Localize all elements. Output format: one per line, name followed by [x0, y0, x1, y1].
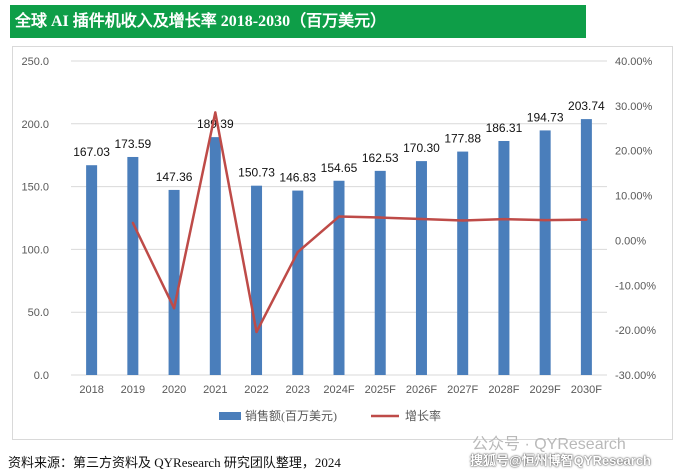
- bar: [292, 190, 304, 375]
- x-axis-tick: 2023: [286, 384, 310, 396]
- left-axis-tick: 250.0: [21, 56, 49, 68]
- bar: [415, 161, 427, 375]
- x-axis-tick: 2026F: [406, 384, 437, 396]
- growth-rate-point: [337, 215, 341, 218]
- bar-data-label: 186.31: [486, 121, 523, 135]
- bar: [251, 185, 263, 375]
- growth-rate-point: [255, 330, 258, 334]
- left-axis-tick: 100.0: [21, 244, 49, 256]
- growth-rate-line: [131, 111, 587, 334]
- x-axis-tick: 2025F: [365, 384, 396, 396]
- bar: [457, 151, 469, 375]
- right-axis-tick: 0.00%: [615, 235, 646, 247]
- growth-rate-point: [214, 111, 217, 114]
- bar: [580, 119, 592, 375]
- right-axis-tick: 10.00%: [615, 191, 653, 203]
- x-axis-tick: 2021: [203, 384, 227, 396]
- bar-data-label: 177.88: [444, 132, 481, 146]
- legend-label-line: 增长率: [405, 408, 441, 423]
- x-axis-tick: 2029F: [530, 384, 561, 396]
- bar-data-label: 147.36: [156, 170, 193, 184]
- right-axis-tick: 20.00%: [615, 146, 653, 158]
- growth-rate-point: [172, 307, 176, 310]
- bar: [333, 180, 345, 375]
- growth-rate-point: [461, 219, 464, 222]
- bar-data-label: 150.73: [238, 166, 275, 180]
- bar: [86, 165, 98, 375]
- x-axis-tick: 2024F: [323, 384, 354, 396]
- chart-area: 0.0 50.0 100.0 150.0 200.0 250.0 -30.00% -20.00…: [12, 46, 673, 440]
- growth-rate-point: [296, 250, 299, 254]
- x-axis-tick: 2030F: [571, 384, 602, 396]
- bar: [168, 189, 180, 375]
- bar-data-label: 162.53: [362, 151, 399, 165]
- right-axis-tick: 40.00%: [615, 56, 653, 68]
- combo-chart: 0.0 50.0 100.0 150.0 200.0 250.0 -30.00% -20.00…: [21, 56, 656, 423]
- bar-data-label: 173.59: [114, 137, 151, 151]
- watermark-wechat: 公众号 · QYResearch: [472, 436, 626, 453]
- right-axis-tick: 30.00%: [615, 101, 653, 113]
- bar: [127, 156, 139, 375]
- bar-data-label: 146.83: [279, 171, 316, 185]
- bar: [209, 137, 221, 375]
- right-axis-tick: -30.00%: [615, 370, 656, 382]
- x-axis-tick: 2018: [79, 384, 103, 396]
- right-axis-tick: -20.00%: [615, 325, 656, 337]
- legend-label-bar: 销售额(百万美元): [245, 408, 337, 423]
- x-axis-tick: 2020: [162, 384, 186, 396]
- growth-rate-point: [131, 221, 135, 224]
- bar-data-label: 203.74: [568, 99, 605, 113]
- left-axis-tick: 50.0: [28, 307, 49, 319]
- x-axis-tick: 2028F: [488, 384, 519, 396]
- bar-data-label: 194.73: [527, 110, 564, 124]
- left-axis-tick: 0.0: [34, 370, 49, 382]
- bar-data-label: 154.65: [321, 161, 358, 175]
- x-axis-tick: 2019: [121, 384, 145, 396]
- legend-swatch-bar: [219, 412, 241, 420]
- growth-rate-point: [379, 216, 382, 219]
- right-axis-tick: -10.00%: [615, 280, 656, 292]
- x-axis-tick: 2022: [244, 384, 268, 396]
- bar-data-label: 167.03: [73, 145, 110, 159]
- chart-title: 全球 AI 插件机收入及增长率 2018-2030（百万美元）: [10, 5, 586, 38]
- growth-rate-point: [502, 217, 506, 221]
- left-axis-tick: 150.0: [21, 182, 49, 194]
- x-axis-tick: 2027F: [447, 384, 478, 396]
- bar: [539, 130, 551, 375]
- growth-rate-point: [585, 218, 588, 221]
- growth-rate-point: [420, 217, 423, 221]
- source-note: 资料来源：第三方资料及 QYResearch 研究团队整理，2024: [8, 455, 341, 470]
- bar-data-label: 189.39: [197, 117, 234, 131]
- bar: [374, 170, 386, 375]
- left-axis-tick: 200.0: [21, 119, 49, 131]
- growth-rate-point: [543, 218, 547, 222]
- bar: [498, 140, 510, 375]
- bar-data-label: 170.30: [403, 141, 440, 155]
- watermark-sohu: 搜狐号@恒州博智QYResearch: [470, 453, 651, 468]
